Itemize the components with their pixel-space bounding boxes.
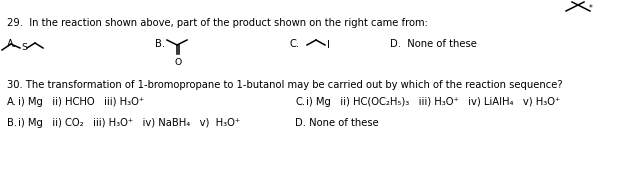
Text: i) Mg   ii) HC(OC₂H₅)₃   iii) H₃O⁺   iv) LiAlH₄   v) H₃O⁺: i) Mg ii) HC(OC₂H₅)₃ iii) H₃O⁺ iv) LiAlH…: [306, 97, 561, 107]
Text: B.: B.: [155, 39, 165, 49]
Text: A.: A.: [7, 39, 17, 49]
Text: 29.  In the reaction shown above, part of the product shown on the right came fr: 29. In the reaction shown above, part of…: [7, 18, 428, 28]
Text: 30. The transformation of 1-bromopropane to 1-butanol may be carried out by whic: 30. The transformation of 1-bromopropane…: [7, 80, 562, 90]
Text: C.: C.: [290, 39, 300, 49]
Text: D. None of these: D. None of these: [295, 118, 379, 128]
Text: S: S: [21, 42, 27, 51]
Text: C.: C.: [295, 97, 305, 107]
Text: A.: A.: [7, 97, 17, 107]
Text: B.: B.: [7, 118, 17, 128]
Text: i) Mg   ii) CO₂   iii) H₃O⁺   iv) NaBH₄   v)  H₃O⁺: i) Mg ii) CO₂ iii) H₃O⁺ iv) NaBH₄ v) H₃O…: [18, 118, 240, 128]
Text: O: O: [174, 58, 182, 67]
Text: I: I: [327, 40, 330, 50]
Text: *: *: [589, 4, 593, 14]
Text: i) Mg   ii) HCHO   iii) H₃O⁺: i) Mg ii) HCHO iii) H₃O⁺: [18, 97, 144, 107]
Text: D.  None of these: D. None of these: [390, 39, 477, 49]
